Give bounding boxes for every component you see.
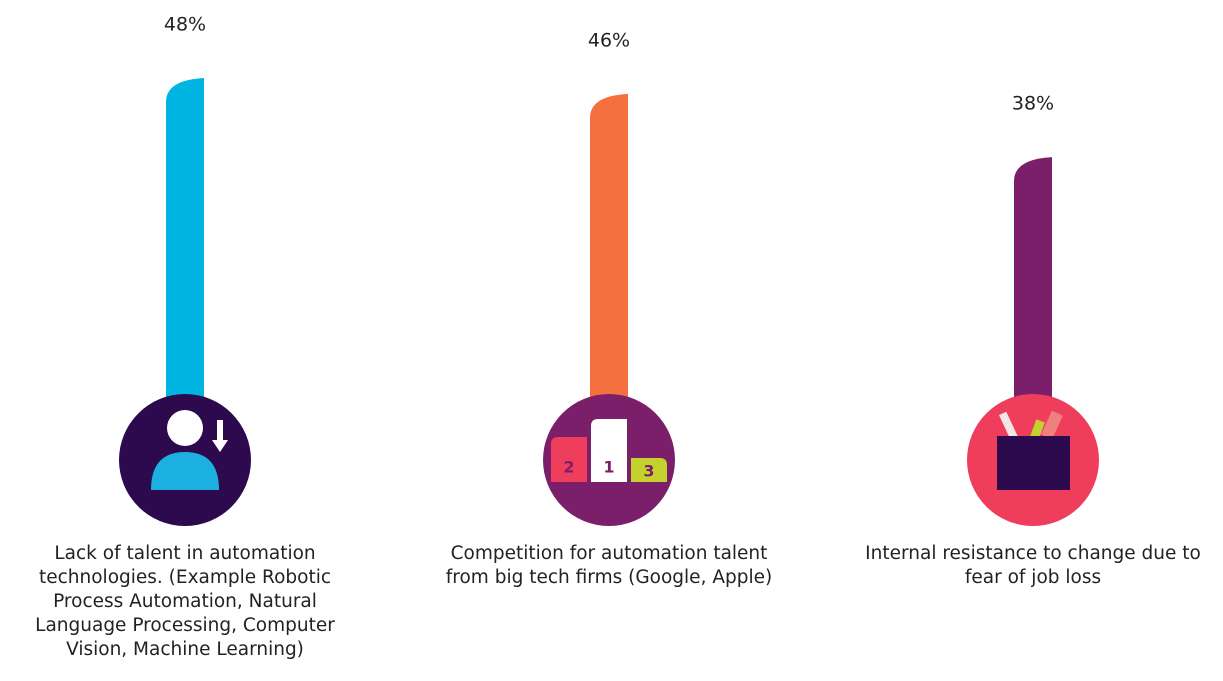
icon-arrow bbox=[212, 420, 228, 452]
category-label: Competition for automation talent from b… bbox=[445, 543, 773, 588]
icon-body bbox=[151, 452, 219, 490]
bar bbox=[166, 78, 204, 460]
icon-item bbox=[1041, 410, 1063, 440]
podium-3 bbox=[631, 458, 667, 482]
podium-label: 3 bbox=[643, 462, 654, 481]
icon-head bbox=[167, 410, 203, 446]
podium-1 bbox=[591, 419, 627, 482]
icon-item bbox=[999, 411, 1019, 443]
podium-label: 1 bbox=[603, 458, 614, 477]
podium-2 bbox=[551, 437, 587, 482]
bar bbox=[1014, 157, 1052, 460]
icon-box bbox=[997, 436, 1070, 490]
bars bbox=[166, 78, 1052, 460]
category-label: Internal resistance to change due to fea… bbox=[865, 543, 1201, 588]
category-label: Lack of talent in automation technologie… bbox=[35, 543, 335, 660]
value-label: 38% bbox=[1012, 93, 1054, 115]
bar bbox=[590, 93, 628, 460]
podium-label: 2 bbox=[563, 458, 574, 477]
value-label: 46% bbox=[588, 29, 630, 51]
value-label: 48% bbox=[164, 14, 206, 36]
